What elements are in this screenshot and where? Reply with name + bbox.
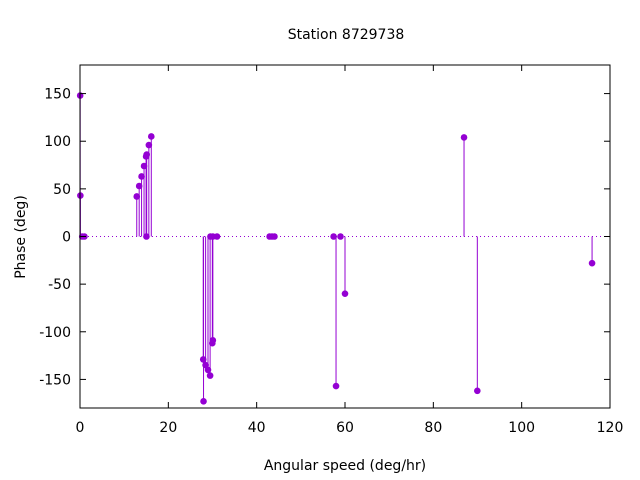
y-axis-label: Phase (deg)	[13, 195, 29, 279]
data-point	[337, 233, 344, 240]
chart-title: Station 8729738	[288, 27, 405, 43]
x-tick-label: 80	[424, 420, 442, 436]
data-point	[138, 173, 145, 180]
data-point	[143, 151, 150, 158]
y-tick-label: -50	[48, 277, 71, 293]
data-point	[140, 162, 148, 170]
x-axis-ticks: 0 20 40 60 80 100 120	[76, 65, 624, 436]
x-axis-label: Angular speed (deg/hr)	[264, 458, 426, 474]
data-point	[271, 233, 278, 240]
x-tick-label: 120	[597, 420, 624, 436]
data-point	[332, 382, 340, 390]
y-tick-label: 0	[62, 230, 71, 246]
data-point	[213, 233, 221, 240]
data-point	[206, 372, 214, 379]
y-tick-label: 100	[44, 134, 71, 150]
data-point	[135, 182, 143, 190]
data-point	[209, 337, 217, 344]
x-tick-label: 0	[76, 420, 85, 436]
x-tick-label: 40	[248, 420, 266, 436]
data-point	[199, 356, 207, 363]
data-point	[460, 134, 468, 141]
data-point	[145, 141, 153, 149]
y-tick-label: -150	[39, 372, 71, 388]
x-tick-label: 60	[336, 420, 354, 436]
data-point	[474, 387, 481, 395]
point-layer	[76, 92, 596, 405]
data-point	[588, 259, 596, 267]
data-point	[147, 133, 155, 140]
data-point	[330, 233, 337, 240]
y-axis-ticks: -150 -100 -50 0 50 100 150	[39, 87, 610, 388]
y-tick-label: -100	[39, 325, 71, 341]
data-point	[133, 193, 141, 200]
x-tick-label: 100	[508, 420, 535, 436]
data-point	[341, 290, 349, 297]
data-point	[200, 398, 207, 405]
y-tick-label: 150	[44, 87, 71, 103]
data-point	[143, 233, 150, 240]
y-tick-label: 50	[53, 182, 71, 198]
x-tick-label: 20	[159, 420, 177, 436]
data-point	[204, 366, 212, 374]
